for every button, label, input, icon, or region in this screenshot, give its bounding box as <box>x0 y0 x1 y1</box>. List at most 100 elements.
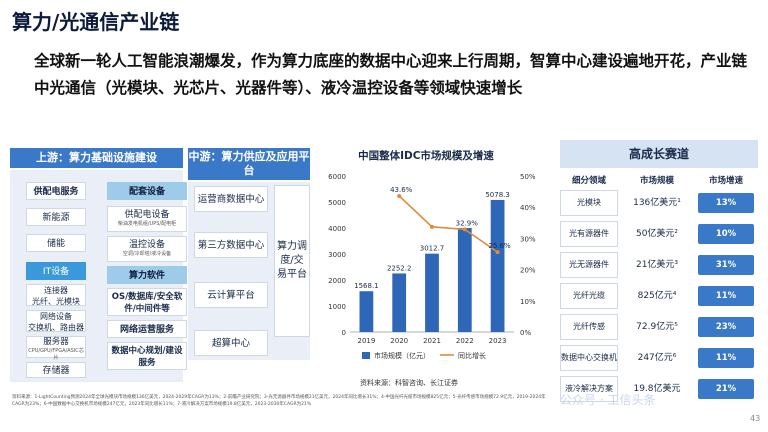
bar <box>359 291 374 332</box>
cooling-sub: 空调/冷却塔/液冷设备 <box>122 251 172 257</box>
bar-value-label: 5078.3 <box>485 191 510 199</box>
growth-value-label: 25.6% <box>488 242 511 250</box>
y2-tick-label: 30% <box>520 235 536 243</box>
y2-tick-label: 20% <box>520 267 536 275</box>
y-tick-label: 3000 <box>328 251 346 259</box>
growth-row-segment: 液冷解决方案 <box>560 376 618 402</box>
growth-row-rate: 31% <box>698 255 754 275</box>
y-tick-label: 2000 <box>328 277 346 285</box>
growth-row: 光无源器件 21亿美元³ 31% <box>560 252 758 278</box>
upstream-item-network: 网络设备 交换机、路由器 <box>26 310 86 332</box>
growth-row-segment: 光纤传感 <box>560 314 618 340</box>
chart-source: 资料来源：科智咨询、长江证券 <box>360 379 458 387</box>
growth-row-size: 50亿美元² <box>635 229 679 239</box>
growth-row-rate: 13% <box>698 193 754 213</box>
midstream-side-platform: 算力调度/交易平台 <box>274 185 310 337</box>
y2-tick-label: 40% <box>520 204 536 212</box>
y2-tick-label: 50% <box>520 173 536 181</box>
growth-row-size: 247亿元⁶ <box>637 353 677 363</box>
chart-title: 中国整体IDC市场规模及增速 <box>358 150 494 162</box>
midstream-item-cloud: 云计算平台 <box>194 282 268 308</box>
growth-row-size: 21亿美元³ <box>635 260 679 270</box>
growth-row-size: 136亿美元¹ <box>633 198 681 208</box>
bar-value-label: 3012.7 <box>420 245 445 253</box>
upstream-item-new-energy: 新能源 <box>26 208 86 226</box>
page-title: 算力/光通信产业链 <box>12 10 180 34</box>
growth-point <box>397 193 402 198</box>
idc-market-chart: 0 1000 2000 3000 4000 5000 6000 0% 10% 20% 30% 40% 5… <box>328 173 536 360</box>
growth-point <box>430 224 434 229</box>
upstream-item-software: 算力软件 <box>107 266 187 284</box>
x-tick-label: 2022 <box>456 337 474 345</box>
bar <box>425 253 439 332</box>
growth-row-segment: 数据中心交换机 <box>560 345 618 371</box>
growth-row-size: 72.9亿元⁵ <box>636 322 678 332</box>
col-growth: 市场增速 <box>708 176 743 186</box>
y2-tick-label: 10% <box>520 298 536 306</box>
footnote: 资料来源：1-LightCounting预测2024年全球光模块市场规模136亿… <box>12 395 546 407</box>
y-tick-label: 0 <box>342 329 346 337</box>
growth-row-size: 19.8亿美元 <box>633 384 681 394</box>
growth-row-rate: 11% <box>698 348 754 368</box>
page-subtitle: 全球新一轮人工智能浪潮爆发，作为算力底座的数据中心迎来上行周期，智算中心建设遍地… <box>34 52 748 97</box>
legend-bar-label: 市场规模（亿元） <box>374 351 430 360</box>
y-tick-label: 6000 <box>328 173 346 181</box>
growth-row: 数据中心交换机 247亿元⁶ 11% <box>560 345 758 371</box>
growth-row-size: 825亿元⁴ <box>637 291 677 301</box>
upstream-item-dc-planning: 数据中心规划/建设服务 <box>107 342 187 370</box>
legend-line-label: 同比增长 <box>458 351 486 360</box>
y-tick-label: 5000 <box>328 199 346 207</box>
x-tick-label: 2023 <box>489 337 507 345</box>
y-tick-label: 4000 <box>328 225 346 233</box>
bar <box>392 273 407 332</box>
midstream-item-third-party-dc: 第三方数据中心 <box>194 232 268 258</box>
col-size: 市场规模 <box>639 176 674 186</box>
midstream-header: 中游：算力供应及应用平台 <box>188 148 310 180</box>
upstream-item-power-equipment: 供配电设备 柴油发电机组/UPS/配电柜 <box>107 206 187 232</box>
growth-value-label: 43.6% <box>390 186 413 194</box>
growth-value-label: 32.9% <box>456 219 479 227</box>
y-tick-label: 1000 <box>328 303 346 311</box>
growth-point <box>495 250 500 255</box>
bar <box>457 228 472 332</box>
growth-row-segment: 光无源器件 <box>560 252 618 278</box>
upstream-item-power-service: 供配电服务 <box>26 182 86 200</box>
watermark-text: 公众号 · 工信头条 <box>560 393 656 407</box>
x-tick-label: 2020 <box>390 337 408 345</box>
growth-line <box>398 195 499 253</box>
cooling-label: 温控设备 <box>128 240 165 250</box>
upstream-item-cooling: 温控设备 空调/冷却塔/液冷设备 <box>107 236 187 262</box>
upstream-item-connector: 连接器 光纤、光模块 <box>26 284 86 306</box>
upstream-item-server: 服务器 CPU/GPU/FPGA/ASIC芯片 <box>26 336 86 361</box>
growth-row: 光有源器件 50亿美元² 10% <box>560 221 758 247</box>
bar-value-label: 2252.2 <box>387 264 412 272</box>
legend-bar-swatch <box>362 352 370 359</box>
power-equipment-label: 供配电设备 <box>124 210 170 220</box>
growth-row: 液冷解决方案 19.8亿美元 21% <box>560 376 758 402</box>
upstream-panel: 供配电服务 新能源 储能 IT设备 连接器 光纤、光模块 网络设备 交换机、路由… <box>10 170 187 382</box>
x-tick-label: 2021 <box>423 337 441 345</box>
midstream-item-supercomputing: 超算中心 <box>194 330 268 356</box>
col-segment: 细分领域 <box>571 176 606 186</box>
growth-row-segment: 光模块 <box>560 190 618 216</box>
power-equipment-sub: 柴油发电机组/UPS/配电柜 <box>117 221 177 227</box>
growth-point <box>462 227 467 232</box>
x-tick-label: 2019 <box>357 337 375 345</box>
growth-row: 光模块 136亿美元¹ 13% <box>560 190 758 216</box>
server-label: 服务器 <box>43 337 69 347</box>
upstream-item-storage-device: 存储器 <box>26 362 86 378</box>
growth-row-rate: 10% <box>698 224 754 244</box>
growth-row: 光纤光缆 825亿元⁴ 11% <box>560 283 758 309</box>
growth-panel-header: 高成长赛道 <box>560 140 758 168</box>
upstream-item-os: OS/数据库/安全软件/中间件等 <box>107 288 187 316</box>
upstream-item-it-equipment: IT设备 <box>26 262 86 280</box>
growth-row-segment: 光纤光缆 <box>560 283 618 309</box>
upstream-item-network-ops: 网络运营服务 <box>107 320 187 338</box>
y2-tick-label: 0% <box>520 329 531 337</box>
midstream-item-operator-dc: 运营商数据中心 <box>194 186 268 212</box>
server-sub: CPU/GPU/FPGA/ASIC芯片 <box>28 348 84 361</box>
bar <box>490 199 505 332</box>
growth-row: 光纤传感 72.9亿元⁵ 23% <box>560 314 758 340</box>
upstream-item-storage: 储能 <box>26 234 86 252</box>
upstream-item-supporting-equipment: 配套设备 <box>107 182 187 200</box>
